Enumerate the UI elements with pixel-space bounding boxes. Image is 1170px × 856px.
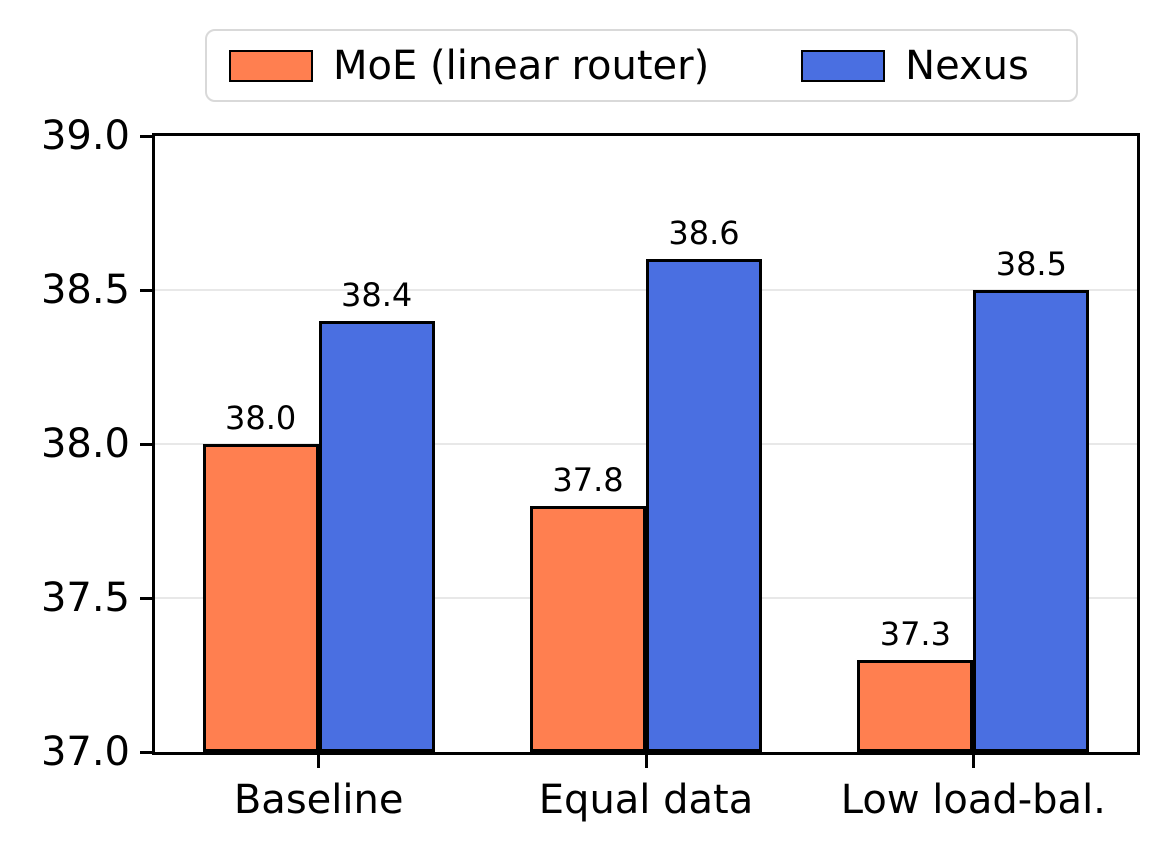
bar-value-label: 38.4 — [341, 275, 413, 314]
x-tick-label: Baseline — [233, 777, 404, 823]
legend: MoE (linear router) Nexus — [205, 29, 1078, 102]
bar-value-label: 38.0 — [225, 399, 297, 437]
legend-item-nexus: Nexus — [801, 46, 1029, 86]
y-tick-mark — [140, 750, 152, 754]
bar-value-label: 37.3 — [879, 614, 951, 653]
x-tick-label: Low load-bal. — [840, 777, 1106, 823]
y-tick-label: 38.5 — [40, 267, 130, 313]
legend-label: MoE (linear router) — [333, 42, 710, 89]
x-tick-label: Equal data — [538, 777, 754, 823]
y-tick-label: 37.5 — [40, 575, 130, 621]
y-tick-mark — [140, 134, 152, 138]
y-tick-mark — [140, 442, 152, 446]
x-tick-mark — [971, 755, 975, 768]
plot-area: 38.0 38.4 37.8 38.6 37.3 38.5 — [152, 133, 1140, 755]
legend-label: Nexus — [905, 42, 1029, 89]
y-tick-mark — [140, 596, 152, 600]
bar-value-label: 38.5 — [995, 245, 1067, 283]
bar-moe-3 — [857, 659, 974, 752]
bar-value-label: 38.6 — [668, 214, 740, 253]
bar-nexus-3 — [973, 290, 1090, 752]
y-tick-label: 37.0 — [40, 729, 130, 775]
bar-value-label: 37.8 — [552, 460, 624, 499]
y-tick-label: 38.0 — [40, 421, 130, 467]
bar-nexus-2 — [646, 259, 762, 752]
bar-nexus-1 — [318, 320, 435, 752]
bar-moe-1 — [202, 444, 319, 752]
x-tick-mark — [644, 755, 648, 768]
legend-item-moe: MoE (linear router) — [229, 46, 709, 86]
y-tick-mark — [140, 288, 152, 292]
legend-swatch-nexus — [801, 49, 886, 82]
x-tick-mark — [317, 755, 321, 768]
legend-swatch-moe — [229, 49, 313, 82]
bar-moe-2 — [530, 505, 646, 752]
y-tick-label: 39.0 — [40, 113, 130, 159]
